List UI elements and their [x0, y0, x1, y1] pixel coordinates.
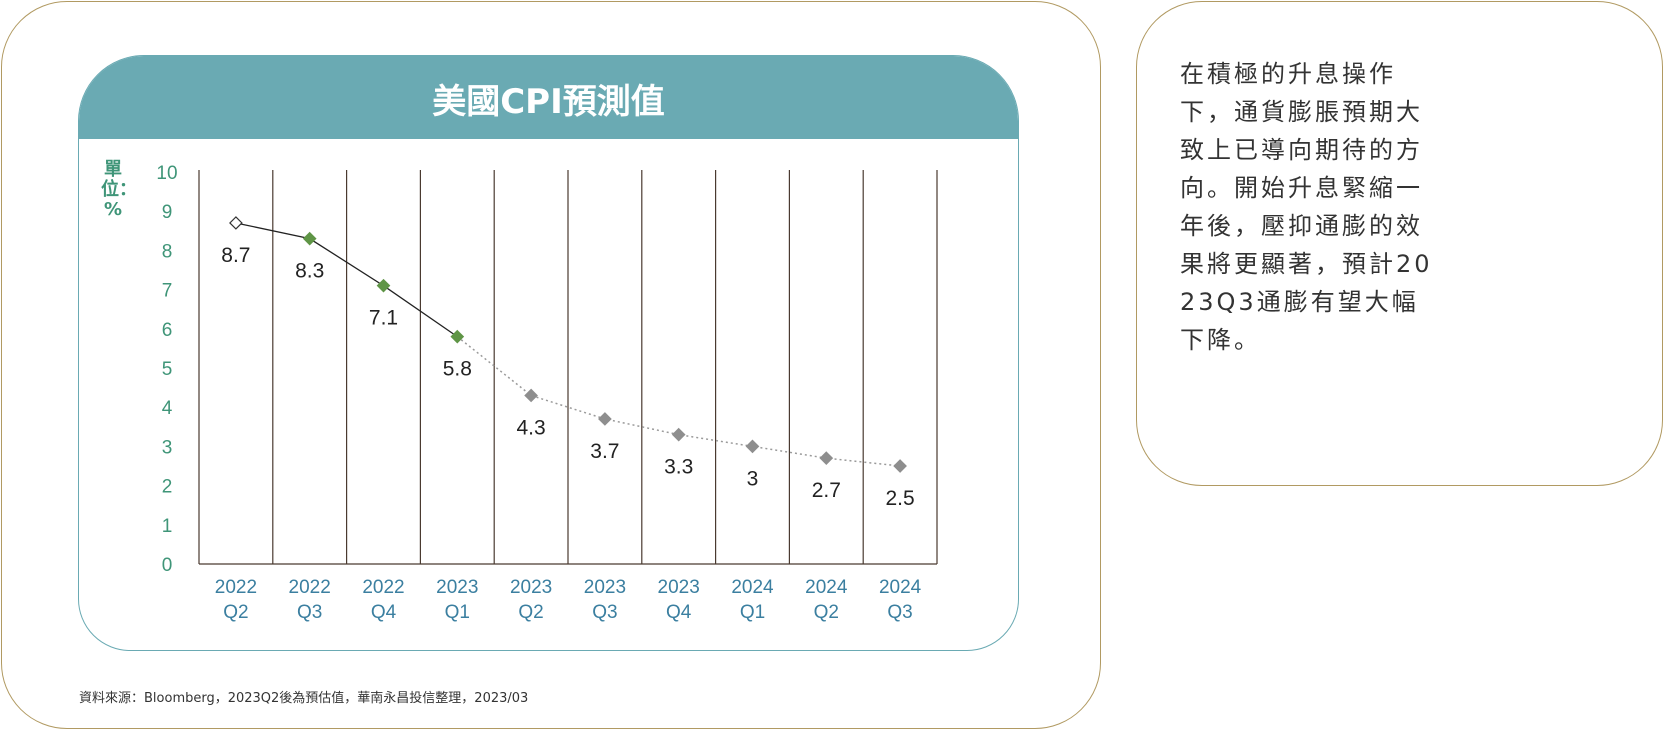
x-tick-label: Q1: [445, 602, 470, 623]
cpi-line-chart: 0 1 2 3 4 5 6 7 8 9 10 2022 Q2 2022 Q3 2022 Q4 2023 Q1 2023…: [156, 163, 938, 623]
x-tick-label: 2022: [215, 577, 257, 598]
x-tick-label: 2023: [510, 577, 552, 598]
data-label: 2.7: [812, 479, 841, 502]
data-label: 5.8: [443, 358, 472, 381]
data-point: [376, 278, 391, 293]
data-label: 2.5: [885, 487, 914, 510]
x-tick-label: 2024: [879, 577, 922, 598]
x-tick-label: Q3: [297, 602, 322, 623]
x-tick-label: Q1: [740, 602, 765, 623]
series-line-forecast: [456, 336, 901, 467]
x-tick-label: 2024: [731, 577, 774, 598]
data-point: [450, 329, 465, 344]
data-point: [893, 459, 907, 473]
y-tick-label: 0: [162, 555, 173, 576]
y-tick-label: 5: [162, 359, 173, 380]
x-tick-label: 2023: [436, 577, 478, 598]
data-label: 7.1: [369, 307, 398, 330]
x-tick-label: 2022: [362, 577, 404, 598]
y-tick-label: 9: [162, 202, 173, 223]
commentary-panel: [1136, 1, 1663, 486]
chart-card: 美國CPI預測值 單位：% 0 1 2 3 4 5 6 7 8 9 10 2022 Q2 2022 Q3 20…: [78, 55, 1019, 651]
data-label: 8.7: [221, 244, 250, 267]
x-tick-label: Q2: [814, 602, 839, 623]
x-tick-label: Q2: [518, 602, 543, 623]
y-tick-label: 6: [162, 320, 173, 341]
y-tick-label: 2: [162, 477, 173, 498]
y-tick-label: 1: [162, 516, 173, 537]
x-tick-label: 2022: [289, 577, 331, 598]
x-tick-label: Q4: [666, 602, 692, 623]
data-label: 3.7: [590, 440, 619, 463]
data-point: [229, 216, 243, 230]
data-label: 3: [747, 467, 759, 490]
y-tick-label: 4: [162, 398, 173, 419]
chart-title: 美國CPI預測值: [432, 82, 665, 122]
data-point: [598, 412, 612, 426]
chart-panel: 美國CPI預測值 單位：% 0 1 2 3 4 5 6 7 8 9 10 2022 Q2 2022 Q3 20…: [1, 1, 1101, 729]
data-point: [524, 388, 538, 403]
y-tick-label: 3: [162, 437, 173, 458]
x-tick-label: Q2: [223, 602, 248, 623]
data-point: [745, 439, 760, 454]
x-tick-label: Q3: [887, 602, 912, 623]
chart-header: 美國CPI預測值: [79, 56, 1018, 139]
commentary-text: 在積極的升息操作下，通貨膨脹預期大致上已導向期待的方向。開始升息緊縮一年後，壓抑…: [1180, 60, 1433, 354]
data-label: 4.3: [516, 416, 545, 439]
y-tick-label: 8: [162, 241, 173, 262]
data-label: 8.3: [295, 260, 324, 283]
series-line-actual: [235, 222, 458, 338]
x-tick-label: 2023: [658, 577, 700, 598]
data-point: [819, 451, 834, 466]
source-note: 資料來源：Bloomberg，2023Q2後為預估值，華南永昌投信整理，2023…: [79, 691, 529, 706]
x-tick-label: 2024: [805, 577, 848, 598]
data-point: [671, 427, 686, 442]
x-tick-label: Q3: [592, 602, 617, 623]
x-tick-label: 2023: [584, 577, 626, 598]
y-tick-label: 7: [162, 281, 173, 302]
x-tick-label: Q4: [371, 602, 397, 623]
y-tick-label: 10: [156, 163, 177, 184]
data-point: [302, 231, 317, 246]
data-label: 3.3: [664, 456, 693, 479]
